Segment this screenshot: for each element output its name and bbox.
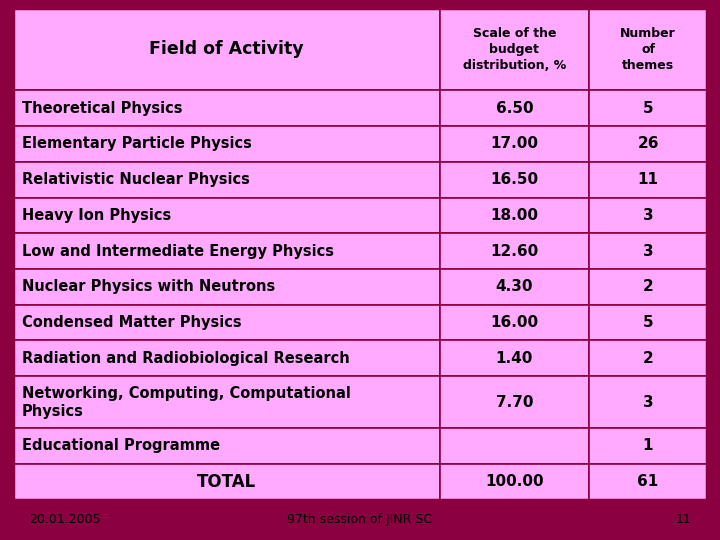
Bar bbox=[589, 376, 707, 428]
Bar bbox=[440, 376, 589, 428]
Text: Nuclear Physics with Neutrons: Nuclear Physics with Neutrons bbox=[22, 279, 275, 294]
Text: Condensed Matter Physics: Condensed Matter Physics bbox=[22, 315, 242, 330]
Text: Relativistic Nuclear Physics: Relativistic Nuclear Physics bbox=[22, 172, 250, 187]
Text: 3: 3 bbox=[643, 395, 653, 409]
Bar bbox=[589, 269, 707, 305]
Bar bbox=[440, 126, 589, 162]
Text: 3: 3 bbox=[643, 244, 653, 259]
Bar bbox=[589, 126, 707, 162]
Text: Number
of
themes: Number of themes bbox=[620, 27, 676, 72]
Text: 11: 11 bbox=[637, 172, 659, 187]
Text: 20.01.2005: 20.01.2005 bbox=[29, 513, 100, 526]
Text: TOTAL: TOTAL bbox=[197, 472, 256, 491]
Text: 97th session of JINR SC: 97th session of JINR SC bbox=[287, 513, 433, 526]
Bar bbox=[440, 198, 589, 233]
Bar bbox=[440, 233, 589, 269]
Bar bbox=[440, 340, 589, 376]
Bar bbox=[440, 464, 589, 500]
Text: 100.00: 100.00 bbox=[485, 474, 544, 489]
Text: 5: 5 bbox=[643, 101, 653, 116]
Bar bbox=[440, 428, 589, 464]
Bar bbox=[13, 340, 440, 376]
Bar bbox=[440, 305, 589, 340]
Bar bbox=[589, 428, 707, 464]
Text: 4.30: 4.30 bbox=[495, 279, 534, 294]
Bar bbox=[440, 269, 589, 305]
Bar bbox=[13, 376, 440, 428]
Text: 2: 2 bbox=[643, 350, 654, 366]
Bar bbox=[13, 233, 440, 269]
Bar bbox=[13, 90, 440, 126]
Bar bbox=[13, 269, 440, 305]
Bar bbox=[589, 464, 707, 500]
Bar bbox=[440, 90, 589, 126]
Text: 16.50: 16.50 bbox=[490, 172, 539, 187]
Text: 26: 26 bbox=[637, 137, 659, 152]
Bar bbox=[13, 305, 440, 340]
Bar bbox=[589, 8, 707, 90]
Text: Educational Programme: Educational Programme bbox=[22, 438, 220, 454]
Text: Theoretical Physics: Theoretical Physics bbox=[22, 101, 182, 116]
Text: Heavy Ion Physics: Heavy Ion Physics bbox=[22, 208, 171, 223]
Bar bbox=[13, 8, 440, 90]
Bar bbox=[440, 162, 589, 198]
Text: 12.60: 12.60 bbox=[490, 244, 539, 259]
Bar bbox=[13, 198, 440, 233]
Bar bbox=[13, 464, 440, 500]
Text: Low and Intermediate Energy Physics: Low and Intermediate Energy Physics bbox=[22, 244, 334, 259]
Text: Elementary Particle Physics: Elementary Particle Physics bbox=[22, 137, 252, 152]
Text: 11: 11 bbox=[675, 513, 691, 526]
Bar bbox=[589, 198, 707, 233]
Text: Networking, Computing, Computational
Physics: Networking, Computing, Computational Phy… bbox=[22, 386, 351, 418]
Bar bbox=[589, 340, 707, 376]
Text: Field of Activity: Field of Activity bbox=[149, 40, 304, 58]
Bar bbox=[589, 90, 707, 126]
Bar bbox=[589, 162, 707, 198]
Bar bbox=[13, 162, 440, 198]
Text: Scale of the
budget
distribution, %: Scale of the budget distribution, % bbox=[463, 27, 566, 72]
Text: 6.50: 6.50 bbox=[495, 101, 534, 116]
Text: 5: 5 bbox=[643, 315, 653, 330]
Text: 16.00: 16.00 bbox=[490, 315, 539, 330]
Text: 3: 3 bbox=[643, 208, 653, 223]
Bar bbox=[589, 233, 707, 269]
Bar bbox=[440, 8, 589, 90]
Text: 17.00: 17.00 bbox=[490, 137, 539, 152]
Text: 2: 2 bbox=[643, 279, 654, 294]
Text: Radiation and Radiobiological Research: Radiation and Radiobiological Research bbox=[22, 350, 350, 366]
Text: 7.70: 7.70 bbox=[495, 395, 534, 409]
Text: 1: 1 bbox=[643, 438, 653, 454]
Bar bbox=[589, 305, 707, 340]
Text: 61: 61 bbox=[637, 474, 659, 489]
Bar bbox=[13, 428, 440, 464]
Text: 1.40: 1.40 bbox=[496, 350, 533, 366]
Text: 18.00: 18.00 bbox=[490, 208, 539, 223]
Bar bbox=[13, 126, 440, 162]
